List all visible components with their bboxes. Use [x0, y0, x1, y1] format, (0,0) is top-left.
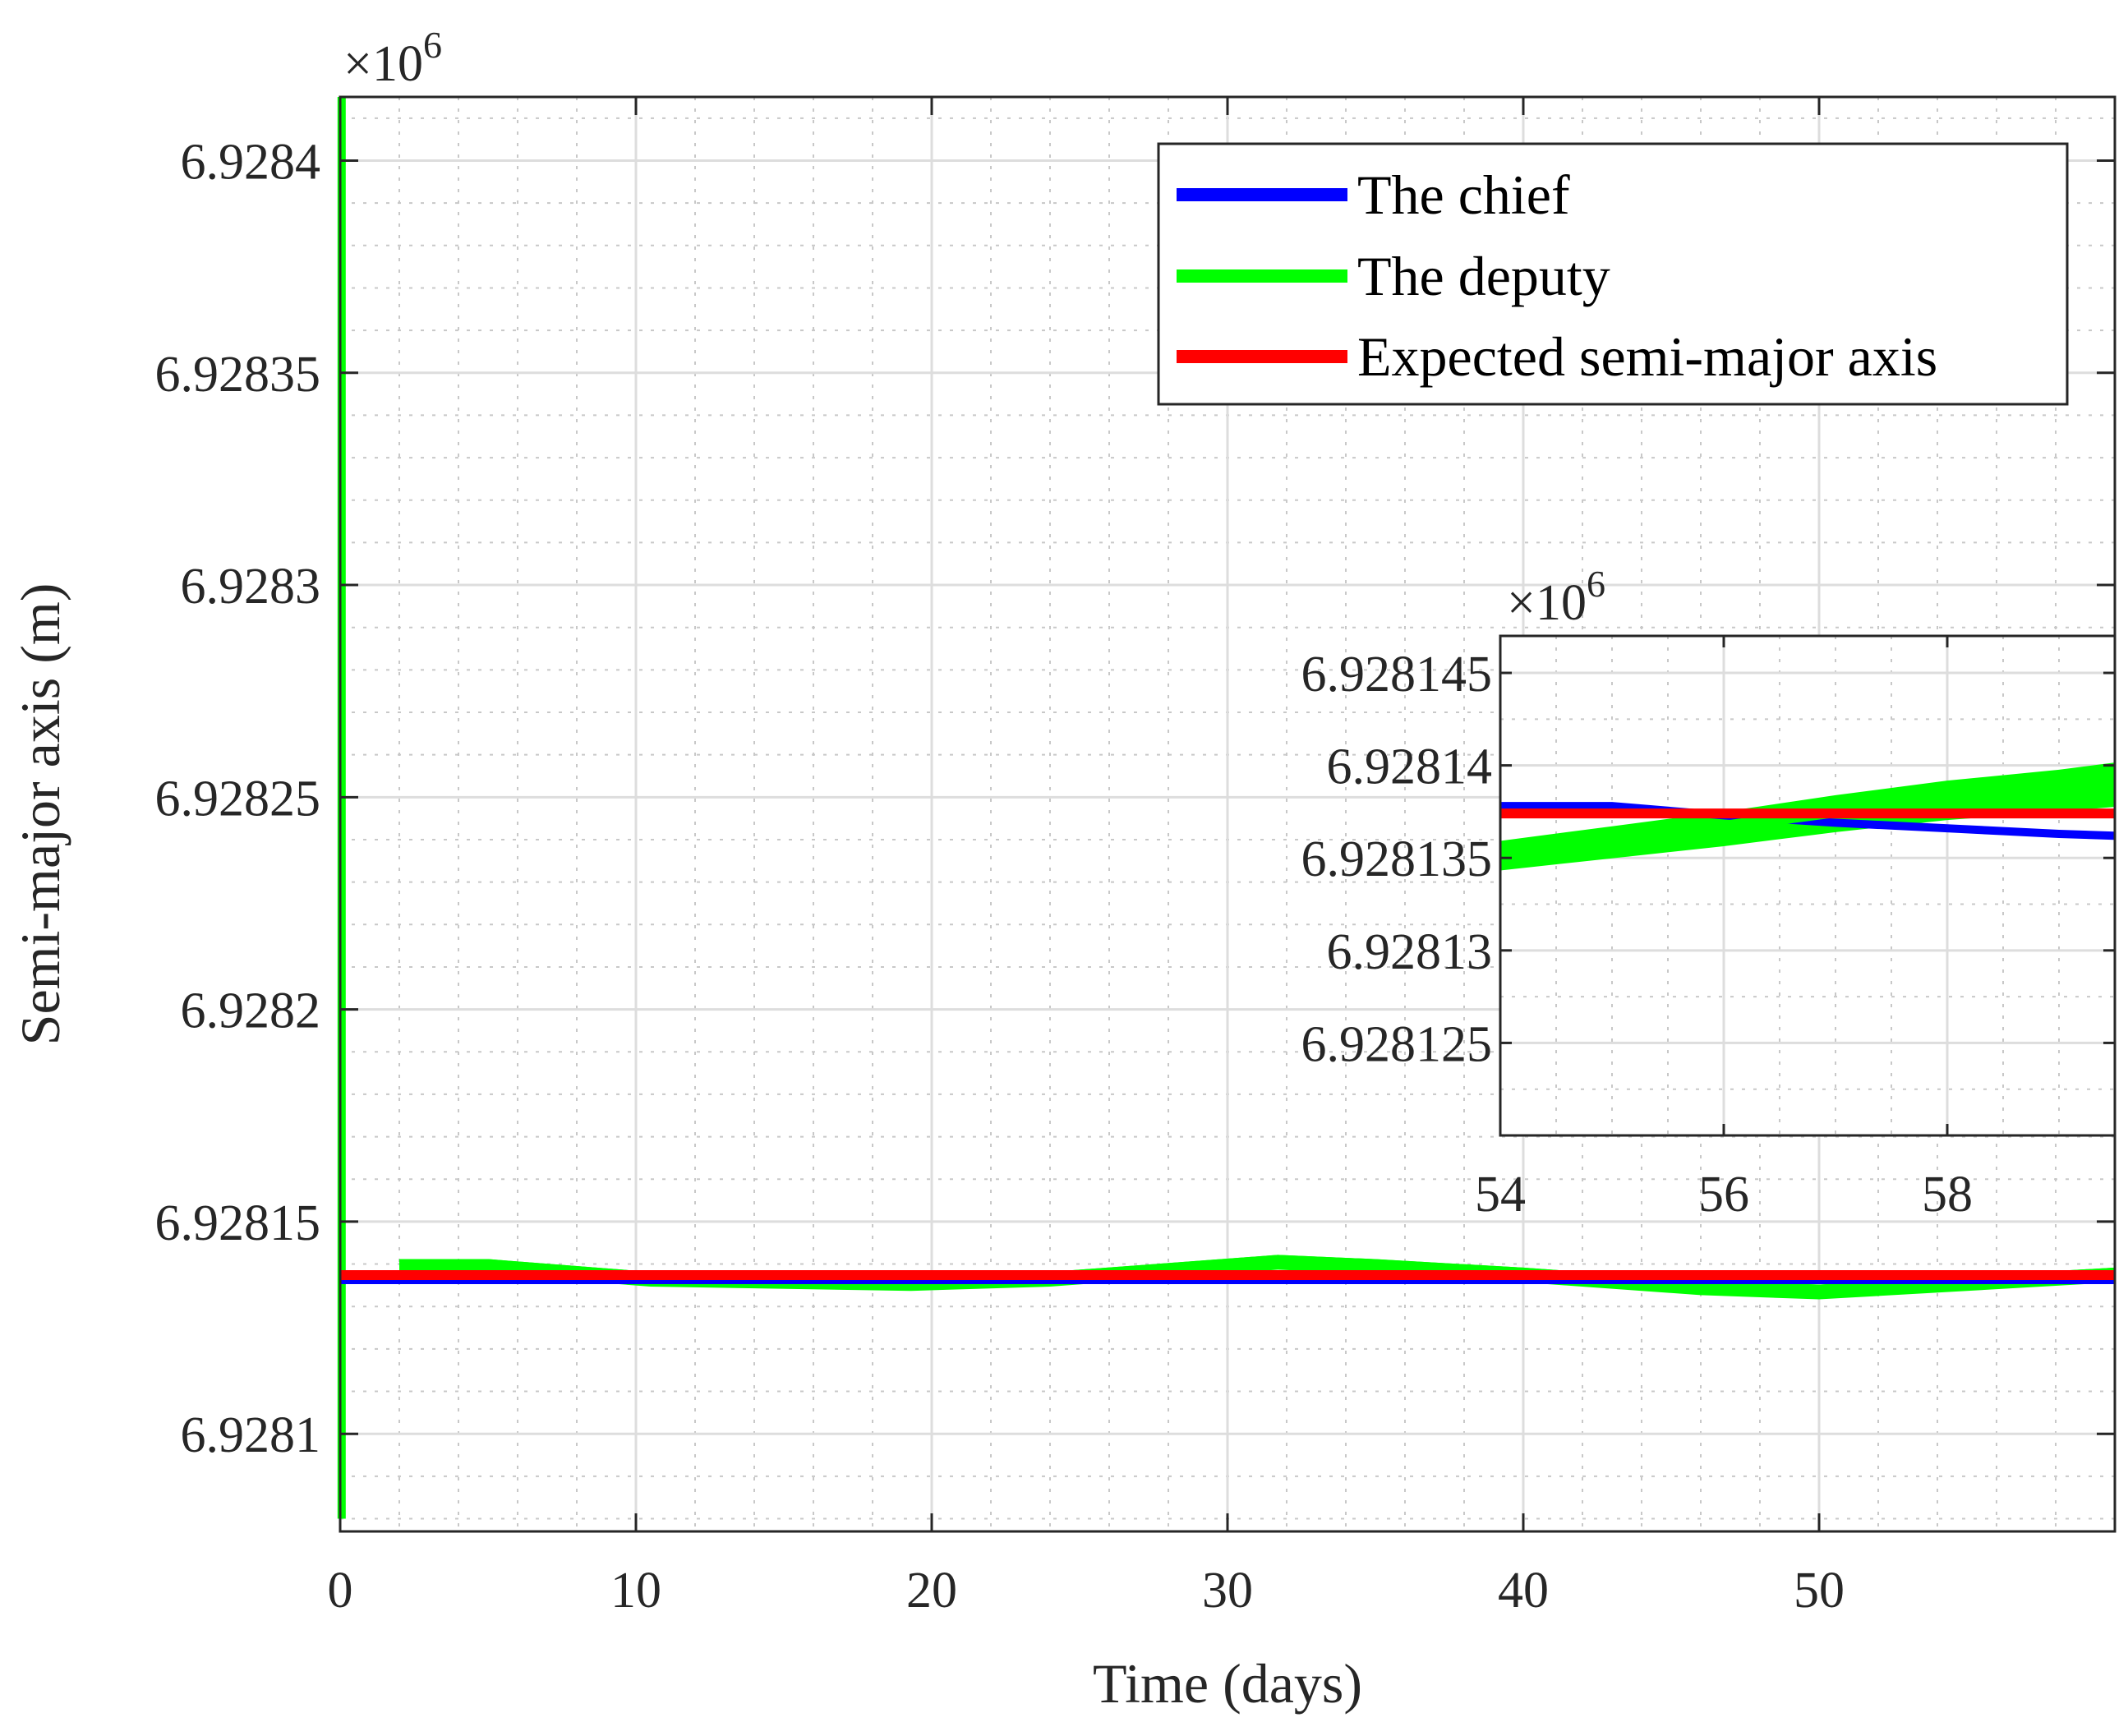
- main-x-ticks: 0 10 20 30 40 50: [328, 97, 1845, 1619]
- x-tick-label: 56: [1698, 1167, 1749, 1223]
- y-tick-label: 6.9284: [181, 134, 321, 190]
- legend-label-expected: Expected semi-major axis: [1357, 325, 1937, 388]
- y-tick-label: 6.928145: [1301, 647, 1493, 702]
- y-tick-label: 6.92825: [155, 771, 321, 827]
- y-tick-label: 6.92813: [1327, 924, 1493, 980]
- y-tick-label: 6.92815: [155, 1195, 321, 1251]
- main-series-layer: [337, 97, 2116, 1519]
- inset-series-layer: [1499, 762, 2116, 871]
- x-tick-label: 54: [1475, 1167, 1526, 1223]
- inset-axes: 54 56 58 6.9281256.928136.9281356.928146.9…: [1301, 563, 2116, 1223]
- x-tick-label: 30: [1202, 1563, 1253, 1619]
- y-tick-label: 6.928125: [1301, 1016, 1493, 1072]
- inset-axes-box: [1499, 634, 2116, 1137]
- inset-x-ticks: 54 56 58: [1475, 636, 1973, 1223]
- y-tick-label: 6.9282: [181, 983, 321, 1039]
- inset-y-ticks: 6.928125 6.92813 6.928135 6.92814 6.928145: [1301, 647, 2115, 1072]
- inset-plot-area: [1500, 636, 2115, 1135]
- x-tick-label: 50: [1794, 1563, 1845, 1619]
- y-tick-label: 6.928135: [1301, 831, 1493, 887]
- inset-chief-line: [1500, 802, 2116, 840]
- x-tick-label: 0: [328, 1563, 353, 1619]
- main-x-axis-title: Time (days): [1093, 1652, 1362, 1715]
- legend-label-chief: The chief: [1357, 163, 1570, 226]
- y-tick-label: 6.9281: [181, 1407, 321, 1463]
- main-y-ticks: 6.9281 6.92815 6.9282 6.92825 6.9283 6.92835 6…: [155, 134, 2115, 1463]
- x-tick-label: 40: [1498, 1563, 1549, 1619]
- y-tick-label: 6.92835: [155, 347, 321, 403]
- inset-exponent-label: ×106: [1507, 563, 1605, 631]
- legend-label-deputy: The deputy: [1357, 245, 1610, 307]
- x-tick-label: 58: [1922, 1167, 1973, 1223]
- main-y-axis-title: Semi-major axis (m): [9, 583, 71, 1046]
- x-tick-label: 20: [906, 1563, 957, 1619]
- legend: The chief The deputy Expected semi-major…: [1157, 142, 2069, 406]
- main-exponent-label: ×106: [343, 24, 442, 92]
- y-tick-label: 6.92814: [1327, 739, 1493, 795]
- x-tick-label: 10: [610, 1563, 661, 1619]
- y-tick-label: 6.9283: [181, 559, 321, 615]
